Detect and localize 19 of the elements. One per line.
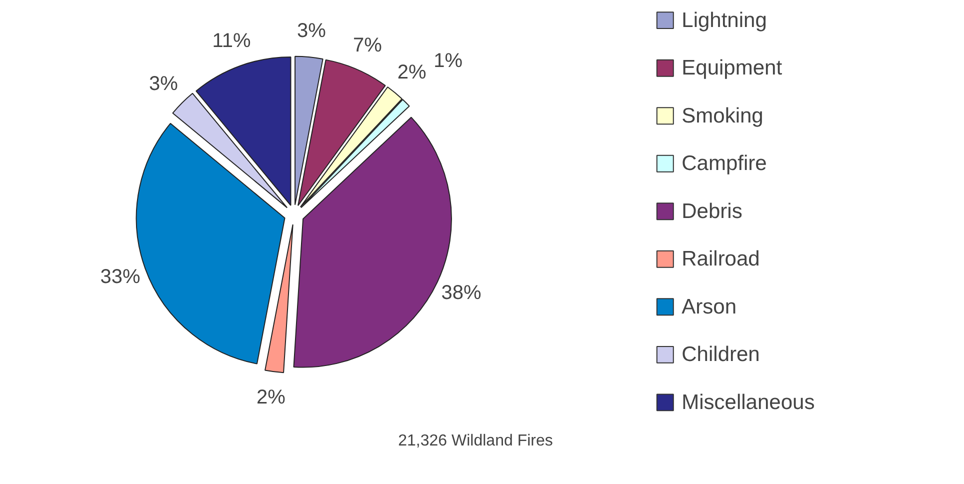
legend-label: Debris (682, 200, 742, 223)
legend-label: Smoking (682, 104, 764, 128)
legend-label: Children (682, 343, 760, 366)
data-label: 3% (149, 73, 178, 96)
data-label: 7% (352, 34, 382, 56)
data-label: 11% (212, 30, 252, 52)
legend-label: Arson (682, 295, 736, 318)
data-label: 38% (441, 282, 482, 304)
data-label: 1% (434, 50, 463, 72)
legend-label: Campfire (682, 152, 767, 176)
text: 21,326 Wildland Fires (398, 432, 553, 450)
legend-label: Lightning (682, 8, 767, 32)
legend-label: Equipment (682, 56, 782, 80)
data-label: 2% (397, 62, 426, 84)
legend-label: Railroad (682, 248, 760, 271)
data-label: 33% (100, 266, 141, 288)
data-label: 2% (256, 386, 286, 409)
legend-label: Miscellaneous (682, 390, 815, 414)
data-label: 3% (297, 20, 326, 42)
